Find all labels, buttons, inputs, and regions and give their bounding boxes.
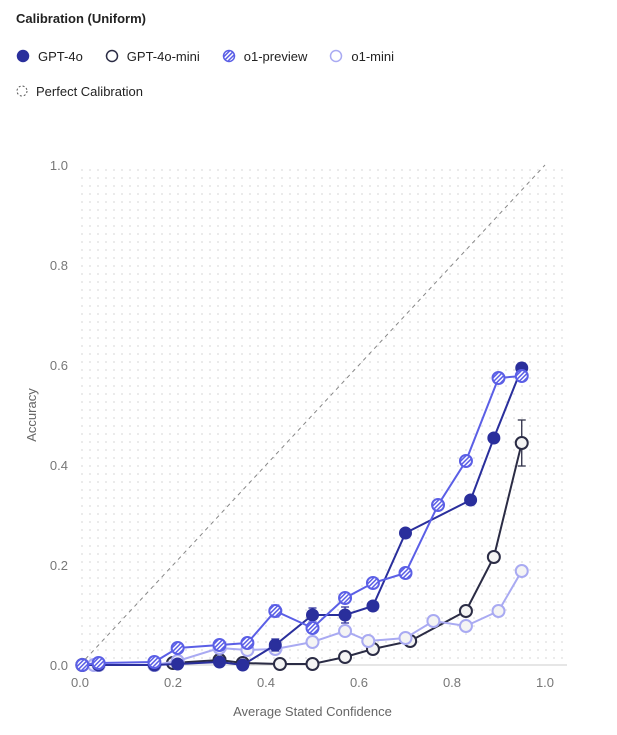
data-point	[305, 635, 320, 649]
legend-item: o1-mini	[329, 46, 394, 66]
x-axis-label: Average Stated Confidence	[233, 704, 392, 719]
legend: GPT-4o GPT-4o-mini o1-preview o1-mini Perfec…	[16, 46, 576, 116]
data-point	[431, 498, 446, 512]
data-point	[170, 641, 185, 655]
data-point	[464, 493, 478, 507]
dashed-circle-icon	[16, 85, 28, 97]
data-point	[338, 608, 352, 622]
data-point	[212, 638, 227, 652]
data-point	[338, 650, 353, 664]
legend-label: o1-mini	[351, 48, 394, 64]
legend-item: GPT-4o	[16, 46, 83, 66]
x-tick-label: 0.0	[71, 675, 89, 690]
data-point	[514, 564, 529, 578]
data-point	[399, 526, 412, 540]
y-tick-label: 1.0	[50, 158, 68, 173]
plot-background	[80, 165, 567, 665]
data-point	[487, 431, 501, 445]
data-point	[366, 599, 380, 613]
y-axis-label: Accuracy	[24, 388, 39, 442]
data-point	[171, 657, 185, 671]
legend-label: Perfect Calibration	[36, 83, 143, 99]
y-tick-label: 0.8	[50, 258, 68, 273]
legend-label: GPT-4o	[38, 48, 83, 64]
data-point	[268, 604, 283, 618]
y-tick-label: 0.4	[50, 458, 68, 473]
data-point	[338, 624, 353, 638]
data-point	[338, 591, 353, 605]
x-tick-label: 0.6	[350, 675, 368, 690]
legend-item: o1-preview	[222, 46, 308, 66]
data-point	[398, 566, 413, 580]
data-point	[365, 576, 380, 590]
data-point	[486, 550, 501, 564]
y-tick-label: 0.2	[50, 558, 68, 573]
chart-title: Calibration (Uniform)	[16, 11, 146, 26]
data-point	[147, 655, 162, 669]
data-point	[514, 369, 529, 383]
data-point	[91, 656, 106, 670]
data-point	[306, 608, 319, 622]
data-point	[514, 436, 529, 450]
data-point	[458, 619, 473, 633]
perfect-calibration-line	[79, 164, 546, 666]
data-point	[272, 657, 287, 671]
legend-marker-icon	[16, 49, 30, 63]
legend-marker-icon	[330, 49, 343, 63]
y-tick-label: 0.0	[50, 658, 68, 673]
x-tick-label: 0.8	[443, 675, 461, 690]
data-point	[491, 604, 506, 618]
data-point	[458, 604, 473, 618]
data-point	[491, 371, 506, 385]
data-point	[361, 634, 376, 648]
x-tick-label: 0.4	[257, 675, 275, 690]
data-point	[458, 454, 473, 468]
legend-item: GPT-4o-mini	[105, 46, 200, 66]
series-o1-preview	[75, 369, 529, 672]
legend-label: GPT-4o-mini	[126, 48, 200, 64]
legend-label: o1-preview	[243, 48, 308, 64]
data-point	[75, 658, 90, 672]
legend-marker-icon	[222, 49, 236, 63]
y-tick-label: 0.6	[50, 358, 68, 373]
data-point	[305, 621, 320, 635]
data-point	[426, 614, 441, 628]
data-point	[305, 657, 320, 671]
legend-item: Perfect Calibration	[16, 81, 143, 101]
data-point	[213, 655, 226, 669]
x-tick-label: 0.2	[164, 675, 182, 690]
data-point	[236, 658, 250, 672]
x-tick-label: 1.0	[536, 675, 554, 690]
legend-marker-icon	[105, 49, 119, 63]
data-point	[240, 636, 255, 650]
data-point	[398, 631, 413, 645]
data-point	[268, 638, 282, 652]
